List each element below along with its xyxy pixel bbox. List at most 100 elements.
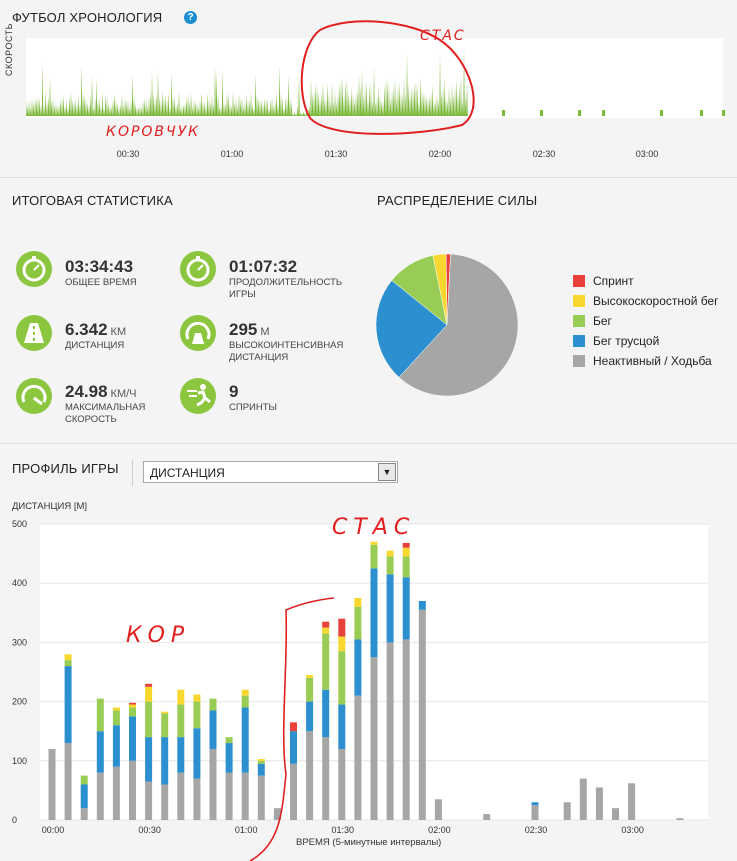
bar-segment[interactable] xyxy=(145,781,153,820)
bar-segment[interactable] xyxy=(386,550,394,557)
bar-segment[interactable] xyxy=(177,737,185,773)
bar-segment[interactable] xyxy=(612,808,619,820)
bar-segment[interactable] xyxy=(322,737,330,820)
bar-segment[interactable] xyxy=(96,698,104,732)
bar-segment[interactable] xyxy=(112,710,120,726)
bar-segment[interactable] xyxy=(290,763,297,820)
bar-segment[interactable] xyxy=(402,577,410,640)
bar-segment[interactable] xyxy=(595,787,603,820)
bar-segment[interactable] xyxy=(112,707,120,711)
metric-select[interactable]: ДИСТАНЦИЯ ▼ xyxy=(143,461,398,483)
bar-segment[interactable] xyxy=(676,818,684,820)
bar-segment[interactable] xyxy=(145,737,153,782)
bar-segment[interactable] xyxy=(129,716,136,761)
bar-segment[interactable] xyxy=(402,542,410,548)
bar-segment[interactable] xyxy=(80,775,88,785)
bar-segment[interactable] xyxy=(241,707,249,773)
distance-bar-chart[interactable]: 0 100 200 300 400 500 00:00 00:30 01:00 01:30 02:0… xyxy=(0,444,737,861)
bar-segment[interactable] xyxy=(145,686,153,702)
bar-segment[interactable] xyxy=(531,805,539,820)
help-icon[interactable]: ? xyxy=(184,11,197,24)
bar-segment[interactable] xyxy=(112,725,120,767)
bar-segment[interactable] xyxy=(112,766,120,820)
bar-segment[interactable] xyxy=(306,677,314,702)
bar-segment[interactable] xyxy=(370,568,378,658)
bar-segment[interactable] xyxy=(241,689,249,696)
bar-segment[interactable] xyxy=(386,556,394,575)
bar-segment[interactable] xyxy=(306,731,314,820)
bar-segment[interactable] xyxy=(241,695,249,708)
bar-segment[interactable] xyxy=(257,760,265,764)
bar-segment[interactable] xyxy=(193,701,201,729)
bar-segment[interactable] xyxy=(434,799,442,820)
bar-segment[interactable] xyxy=(225,737,233,744)
bar-segment[interactable] xyxy=(80,784,88,809)
speed-timeline-chart[interactable]: 00:30 01:00 01:30 02:00 02:30 03:00 КОРОВЧУК СТ… xyxy=(0,0,737,178)
bar-segment[interactable] xyxy=(225,772,233,820)
chevron-down-icon[interactable]: ▼ xyxy=(378,463,396,481)
bar-segment[interactable] xyxy=(402,639,410,820)
bar-segment[interactable] xyxy=(257,775,265,820)
bar-segment[interactable] xyxy=(354,639,362,696)
bar-segment[interactable] xyxy=(579,778,587,820)
bar-segment[interactable] xyxy=(193,694,201,702)
pie-slice[interactable] xyxy=(398,253,519,397)
bar-segment[interactable] xyxy=(225,743,233,773)
bar-segment[interactable] xyxy=(531,802,539,806)
bar-segment[interactable] xyxy=(402,556,410,578)
bar-segment[interactable] xyxy=(386,642,394,820)
bar-segment[interactable] xyxy=(386,574,394,643)
bar-segment[interactable] xyxy=(129,707,136,717)
bar-segment[interactable] xyxy=(322,627,330,634)
bar-segment[interactable] xyxy=(209,698,217,711)
bar-segment[interactable] xyxy=(418,609,426,820)
bar-segment[interactable] xyxy=(322,689,330,738)
bar-segment[interactable] xyxy=(563,802,571,820)
bar-segment[interactable] xyxy=(129,702,136,705)
bar-segment[interactable] xyxy=(257,759,265,761)
bar-segment[interactable] xyxy=(628,783,636,820)
bar-segment[interactable] xyxy=(161,713,169,738)
bar-segment[interactable] xyxy=(241,772,249,820)
bar-segment[interactable] xyxy=(161,711,169,714)
bar-segment[interactable] xyxy=(370,541,378,545)
bar-segment[interactable] xyxy=(96,731,104,773)
bar-segment[interactable] xyxy=(402,547,410,557)
bar-segment[interactable] xyxy=(306,701,314,732)
bar-segment[interactable] xyxy=(161,737,169,785)
bar-segment[interactable] xyxy=(209,710,217,749)
bar-segment[interactable] xyxy=(145,701,153,738)
bar-segment[interactable] xyxy=(338,636,346,652)
bar-segment[interactable] xyxy=(177,704,185,738)
bar-segment[interactable] xyxy=(290,731,297,764)
bar-segment[interactable] xyxy=(64,743,72,820)
bar-segment[interactable] xyxy=(322,633,330,690)
bar-segment[interactable] xyxy=(193,778,201,820)
bar-segment[interactable] xyxy=(354,606,362,640)
bar-segment[interactable] xyxy=(80,808,88,820)
bar-segment[interactable] xyxy=(370,544,378,569)
bar-segment[interactable] xyxy=(129,760,136,820)
bar-segment[interactable] xyxy=(48,748,56,820)
bar-segment[interactable] xyxy=(96,772,104,820)
bar-segment[interactable] xyxy=(64,654,72,661)
bar-segment[interactable] xyxy=(209,748,217,820)
bar-segment[interactable] xyxy=(306,674,314,678)
bar-segment[interactable] xyxy=(193,728,201,779)
bar-segment[interactable] xyxy=(273,808,281,820)
bar-segment[interactable] xyxy=(338,748,346,820)
bar-segment[interactable] xyxy=(483,814,491,820)
bar-segment[interactable] xyxy=(64,660,72,667)
bar-segment[interactable] xyxy=(338,618,346,637)
bar-segment[interactable] xyxy=(338,651,346,705)
bar-segment[interactable] xyxy=(354,598,362,607)
bar-segment[interactable] xyxy=(177,772,185,820)
bar-segment[interactable] xyxy=(145,683,153,687)
bar-segment[interactable] xyxy=(290,722,297,732)
bar-segment[interactable] xyxy=(257,763,265,776)
power-distribution-pie[interactable] xyxy=(370,248,524,402)
bar-segment[interactable] xyxy=(370,657,378,820)
bar-segment[interactable] xyxy=(322,621,330,628)
bar-segment[interactable] xyxy=(129,704,136,708)
bar-segment[interactable] xyxy=(161,784,169,820)
